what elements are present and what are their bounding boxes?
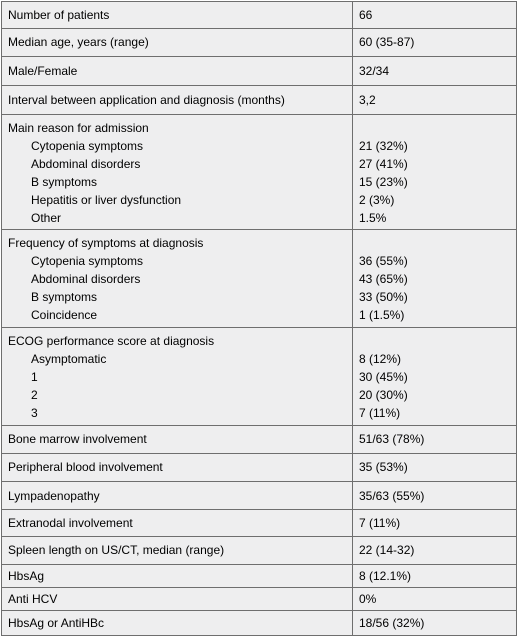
group-label: ECOG performance score at diagnosis: [8, 334, 215, 348]
label-cell: Extranodal involvement: [2, 510, 353, 536]
table-row: Male/Female 32/34: [2, 57, 516, 86]
label-cell: Peripheral blood involvement: [2, 454, 353, 481]
sub-item-label: 3: [31, 406, 38, 420]
row-value: 22 (14-32): [359, 543, 415, 557]
sub-item-label: 2: [31, 388, 38, 402]
value-cell: 0%: [353, 588, 516, 610]
table-row: Spleen length on US/CT, median (range) 2…: [2, 537, 516, 565]
row-label: Peripheral blood involvement: [8, 460, 163, 474]
table-row: Bone marrow involvement 51/63 (78%): [2, 426, 516, 454]
value-cell: 32/34: [353, 57, 516, 85]
row-label: Extranodal involvement: [8, 516, 133, 530]
table-row: Number of patients 66: [2, 2, 516, 29]
sub-item-label: Abdominal disorders: [31, 157, 141, 171]
table-row: HbsAg 8 (12.1%): [2, 565, 516, 588]
value-cell: 7 (11%): [353, 510, 516, 536]
row-value: 0%: [359, 592, 377, 606]
sub-item-label: B symptoms: [31, 175, 98, 189]
label-cell: Anti HCV: [2, 588, 353, 610]
table-row: Anti HCV 0%: [2, 588, 516, 611]
value-cell: 3,2: [353, 86, 516, 114]
row-value: 3,2: [359, 93, 376, 107]
sub-item-label: Hepatitis or liver dysfunction: [31, 193, 182, 207]
value-cell: 36 (55%) 43 (65%) 33 (50%) 1 (1.5%): [353, 230, 516, 327]
table-row: Median age, years (range) 60 (35-87): [2, 29, 516, 57]
row-label: HbsAg: [8, 569, 45, 583]
value-cell: 8 (12%) 30 (45%) 20 (30%) 7 (11%): [353, 328, 516, 425]
value-cell: 22 (14-32): [353, 537, 516, 564]
table-row-group: Frequency of symptoms at diagnosis Cytop…: [2, 230, 516, 328]
row-value: 32/34: [359, 64, 390, 78]
sub-item-value: 2 (3%): [359, 193, 395, 207]
table-row: Peripheral blood involvement 35 (53%): [2, 454, 516, 482]
row-value: 8 (12.1%): [359, 569, 412, 583]
row-value: 35/63 (55%): [359, 489, 425, 503]
sub-item-value: 7 (11%): [359, 406, 401, 420]
sub-item-label: B symptoms: [31, 290, 98, 304]
table-row-group: Main reason for admission Cytopenia symp…: [2, 115, 516, 230]
value-cell: 8 (12.1%): [353, 565, 516, 587]
label-cell: Frequency of symptoms at diagnosis Cytop…: [2, 230, 353, 327]
sub-item-value: 43 (65%): [359, 272, 408, 286]
sub-item-value: 1.5%: [359, 211, 387, 225]
sub-item-value: 21 (32%): [359, 139, 408, 153]
sub-item-label: Cytopenia symptoms: [31, 254, 144, 268]
value-cell: 35 (53%): [353, 454, 516, 481]
label-cell: HbsAg or AntiHBc: [2, 611, 353, 635]
label-cell: Main reason for admission Cytopenia symp…: [2, 115, 353, 229]
sub-item-value: 15 (23%): [359, 175, 408, 189]
row-label: HbsAg or AntiHBc: [8, 616, 105, 630]
row-value: 60 (35-87): [359, 35, 415, 49]
row-label: Interval between application and diagnos…: [8, 93, 285, 107]
table-row: Extranodal involvement 7 (11%): [2, 510, 516, 537]
sub-item-value: 27 (41%): [359, 157, 408, 171]
sub-item-label: Other: [31, 211, 62, 225]
sub-item-label: Coincidence: [31, 308, 98, 322]
sub-item-label: 1: [31, 370, 38, 384]
label-cell: Number of patients: [2, 2, 353, 28]
label-cell: Lympadenopathy: [2, 482, 353, 509]
sub-item-value: 20 (30%): [359, 388, 408, 402]
row-label: Anti HCV: [8, 592, 58, 606]
row-value: 18/56 (32%): [359, 616, 425, 630]
table-row: Interval between application and diagnos…: [2, 86, 516, 115]
sub-item-value: 8 (12%): [359, 352, 402, 366]
group-label: Main reason for admission: [8, 121, 149, 135]
label-cell: Interval between application and diagnos…: [2, 86, 353, 114]
value-cell: 35/63 (55%): [353, 482, 516, 509]
sub-item-value: 30 (45%): [359, 370, 408, 384]
sub-item-value: 33 (50%): [359, 290, 408, 304]
label-cell: ECOG performance score at diagnosis Asym…: [2, 328, 353, 425]
row-label: Number of patients: [8, 8, 110, 22]
table-row: HbsAg or AntiHBc 18/56 (32%): [2, 611, 516, 635]
table-row: Lympadenopathy 35/63 (55%): [2, 482, 516, 510]
row-label: Spleen length on US/CT, median (range): [8, 543, 225, 557]
sub-item-value: 1 (1.5%): [359, 308, 405, 322]
row-label: Median age, years (range): [8, 35, 149, 49]
label-cell: Median age, years (range): [2, 29, 353, 56]
sub-item-label: Abdominal disorders: [31, 272, 141, 286]
row-value: 35 (53%): [359, 460, 408, 474]
value-cell: 66: [353, 2, 516, 28]
label-cell: Spleen length on US/CT, median (range): [2, 537, 353, 564]
row-label: Lympadenopathy: [8, 489, 100, 503]
table-row-group: ECOG performance score at diagnosis Asym…: [2, 328, 516, 426]
row-label: Bone marrow involvement: [8, 432, 147, 446]
row-value: 7 (11%): [359, 516, 401, 530]
group-label: Frequency of symptoms at diagnosis: [8, 236, 204, 250]
value-cell: 21 (32%) 27 (41%) 15 (23%) 2 (3%) 1.5%: [353, 115, 516, 229]
sub-item-label: Cytopenia symptoms: [31, 139, 144, 153]
sub-item-value: 36 (55%): [359, 254, 408, 268]
label-cell: Bone marrow involvement: [2, 426, 353, 453]
label-cell: HbsAg: [2, 565, 353, 587]
row-label: Male/Female: [8, 64, 78, 78]
row-value: 66: [359, 8, 373, 22]
sub-item-label: Asymptomatic: [31, 352, 107, 366]
value-cell: 18/56 (32%): [353, 611, 516, 635]
row-value: 51/63 (78%): [359, 432, 425, 446]
label-cell: Male/Female: [2, 57, 353, 85]
value-cell: 60 (35-87): [353, 29, 516, 56]
value-cell: 51/63 (78%): [353, 426, 516, 453]
